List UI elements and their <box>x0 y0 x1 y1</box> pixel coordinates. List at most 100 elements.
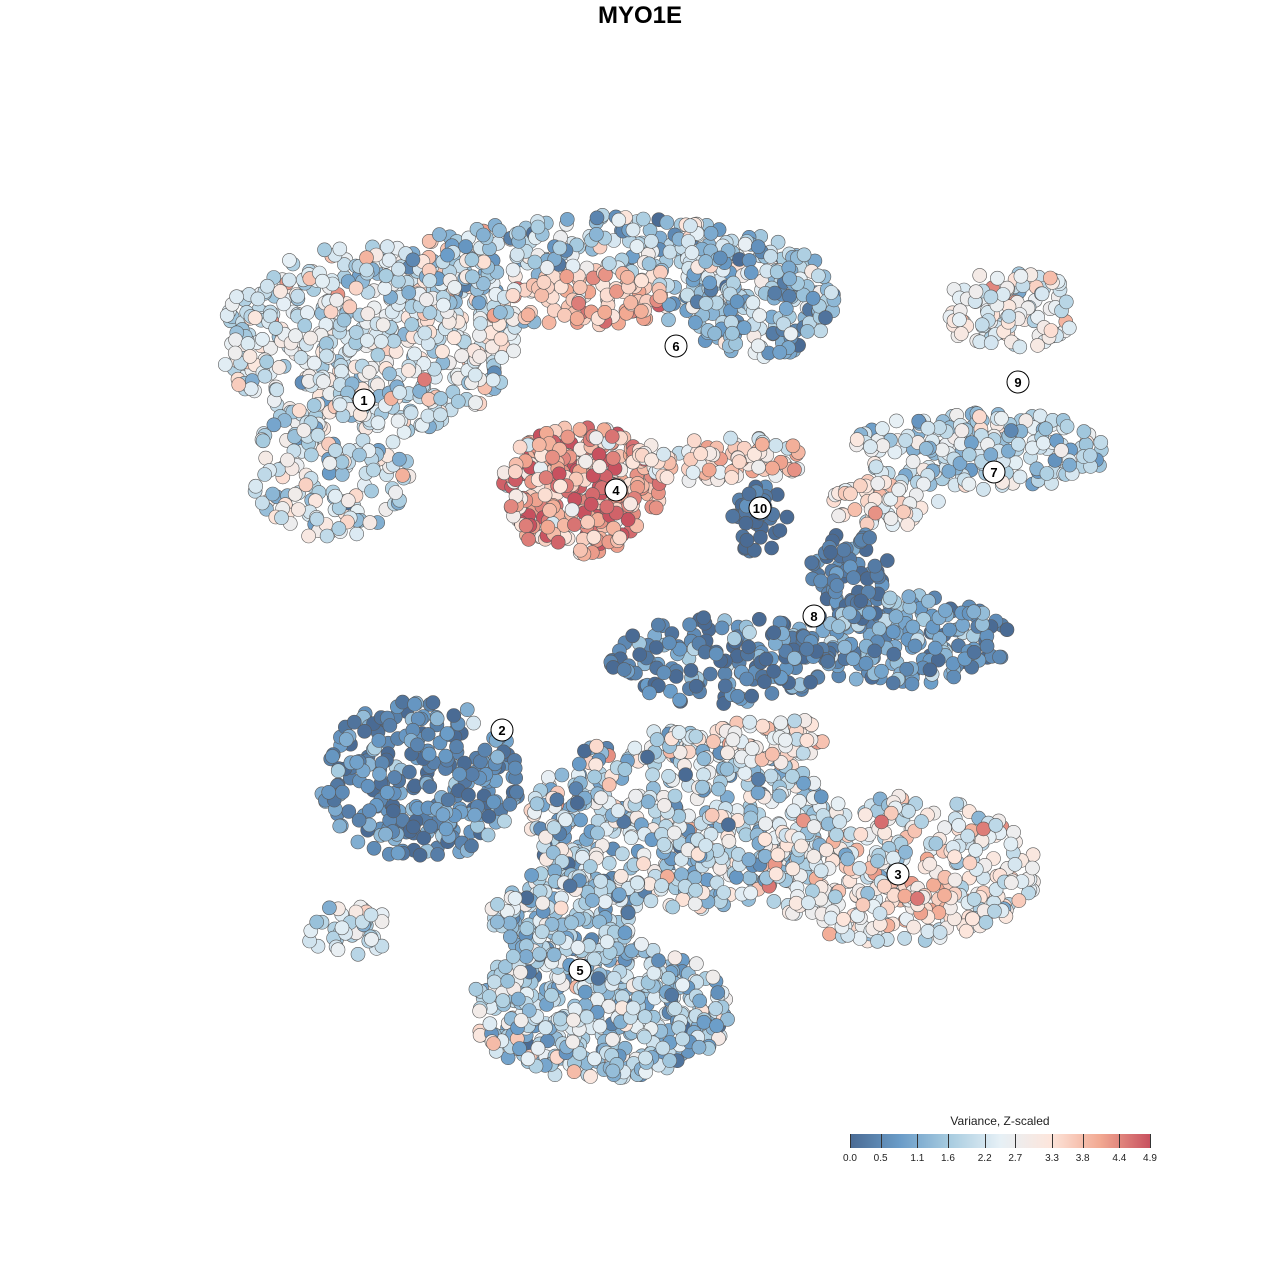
scatter-point <box>334 467 350 482</box>
scatter-point <box>524 868 539 883</box>
scatter-point <box>330 942 346 958</box>
scatter-point <box>370 347 386 363</box>
scatter-point <box>661 297 677 313</box>
scatter-point <box>410 737 425 753</box>
scatter-point <box>271 360 287 375</box>
scatter-point <box>571 295 586 311</box>
scatter-point <box>937 888 952 903</box>
scatter-point <box>503 499 519 514</box>
scatter-point <box>583 1069 598 1084</box>
scatter-point <box>481 809 497 824</box>
scatter-point <box>534 288 550 303</box>
scatter-point <box>572 422 588 437</box>
scatter-point <box>578 454 593 469</box>
scatter-point <box>529 796 545 812</box>
scatter-point <box>623 295 639 310</box>
scatter-point <box>831 619 846 634</box>
scatter-point <box>315 273 330 289</box>
scatter-point <box>836 911 851 927</box>
scatter-point <box>852 861 867 876</box>
scatter-point <box>1007 857 1023 872</box>
scatter-point <box>287 486 303 502</box>
scatter-point <box>613 868 629 884</box>
scatter-point <box>874 663 889 679</box>
scatter-point <box>845 651 861 667</box>
scatter-point <box>338 732 354 747</box>
scatter-point <box>1038 421 1053 437</box>
scatter-point <box>435 807 451 823</box>
scatter-point <box>584 893 600 908</box>
scatter-point <box>250 291 266 307</box>
scatter-point <box>772 344 788 360</box>
scatter-point <box>702 666 718 682</box>
scatter-point <box>858 655 874 671</box>
scatter-point <box>947 872 963 888</box>
scatter-point <box>352 447 367 463</box>
scatter-point <box>1025 860 1040 876</box>
scatter-point <box>806 819 822 835</box>
scatter-point <box>259 278 275 294</box>
scatter-point <box>433 391 449 406</box>
scatter-point <box>280 452 295 468</box>
scatter-point <box>672 692 687 708</box>
scatter-point <box>641 256 657 272</box>
scatter-point <box>379 785 395 800</box>
scatter-point <box>269 382 285 398</box>
scatter-point <box>778 301 794 316</box>
scatter-point <box>565 1034 581 1050</box>
scatter-point <box>259 354 275 370</box>
scatter-point <box>682 617 697 633</box>
scatter-point <box>898 844 913 860</box>
colorbar-tick-label: 0.5 <box>873 1153 888 1164</box>
scatter-point <box>288 328 303 344</box>
scatter-point <box>961 476 977 492</box>
scatter-point <box>742 870 758 886</box>
scatter-point <box>813 789 829 805</box>
scatter-point <box>322 455 338 471</box>
scatter-point <box>375 317 391 333</box>
scatter-point <box>745 295 761 311</box>
scatter-point <box>837 639 853 655</box>
scatter-point <box>636 856 651 872</box>
scatter-point <box>571 756 587 772</box>
scatter-point <box>688 882 703 898</box>
scatter-point <box>752 308 767 323</box>
scatter-point <box>429 711 445 727</box>
scatter-point <box>579 1009 595 1025</box>
scatter-point <box>706 734 721 749</box>
scatter-point <box>257 467 273 482</box>
scatter-point <box>467 367 483 383</box>
scatter-point <box>703 226 719 241</box>
scatter-point <box>495 993 511 1008</box>
scatter-point <box>783 326 799 342</box>
scatter-point <box>616 662 632 677</box>
scatter-point <box>349 754 365 770</box>
scatter-point <box>649 732 665 747</box>
colorbar-tick-mark <box>947 1134 949 1148</box>
colorbar-tick-label: 4.9 <box>1143 1153 1157 1164</box>
scatter-point <box>611 887 627 902</box>
scatter-point <box>918 441 934 456</box>
scatter-point <box>518 949 534 964</box>
scatter-point <box>964 435 979 451</box>
scatter-point <box>803 674 818 690</box>
scatter-point <box>599 934 615 950</box>
scatter-point <box>696 610 711 626</box>
scatter-point <box>627 740 643 756</box>
scatter-point <box>751 459 766 475</box>
scatter-point <box>678 767 693 783</box>
scatter-point <box>392 451 407 467</box>
scatter-point <box>738 515 754 531</box>
scatter-point <box>888 609 904 624</box>
scatter-point <box>953 326 969 341</box>
scatter-point <box>1043 270 1058 286</box>
scatter-point <box>392 385 408 400</box>
scatter-point <box>540 519 556 535</box>
scatter-point <box>588 430 604 446</box>
scatter-point <box>422 305 438 320</box>
scatter-point <box>874 814 889 830</box>
scatter-point <box>438 748 454 764</box>
scatter-point <box>623 496 638 512</box>
scatter-point <box>274 510 289 526</box>
scatter-point <box>648 640 664 655</box>
